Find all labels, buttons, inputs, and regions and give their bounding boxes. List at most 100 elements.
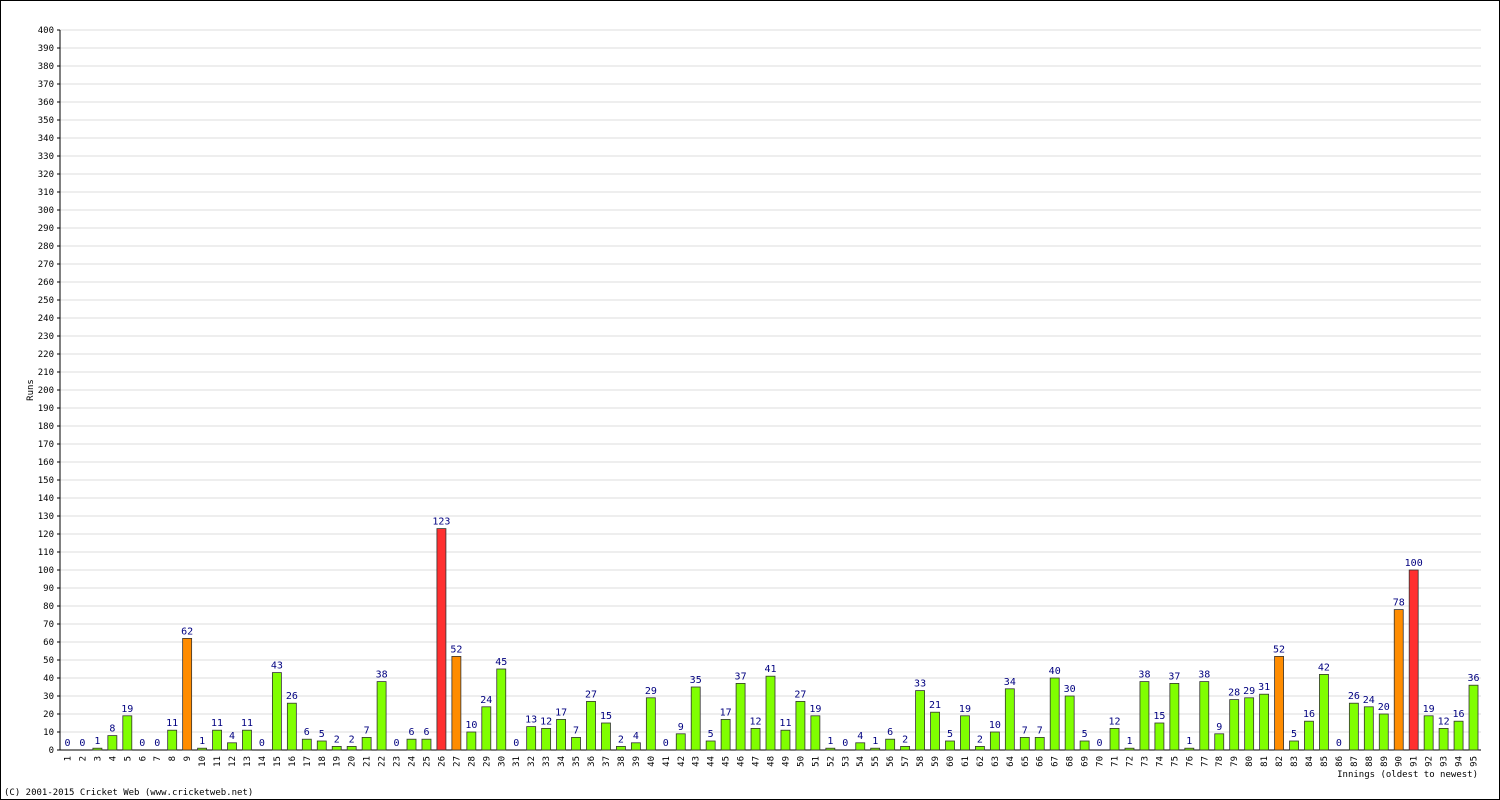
x-tick-label: 13 xyxy=(243,756,253,767)
value-label: 29 xyxy=(1243,686,1255,697)
y-tick-label: 80 xyxy=(43,602,54,612)
x-tick-label: 23 xyxy=(393,756,403,767)
y-tick-label: 130 xyxy=(38,512,54,522)
bar xyxy=(316,740,327,751)
value-label: 5 xyxy=(1291,729,1297,740)
y-tick-label: 310 xyxy=(38,188,54,198)
y-axis-title: Runs xyxy=(26,379,36,401)
value-label: 4 xyxy=(633,731,639,742)
value-label: 0 xyxy=(64,738,70,749)
value-label: 17 xyxy=(720,707,732,718)
y-tick-label: 350 xyxy=(38,116,54,126)
x-tick-label: 56 xyxy=(886,756,896,767)
value-label: 6 xyxy=(423,727,429,738)
value-label: 15 xyxy=(1153,711,1165,722)
bar xyxy=(107,735,118,751)
y-tick-label: 50 xyxy=(43,656,54,666)
value-label: 10 xyxy=(465,720,477,731)
value-label: 30 xyxy=(1064,684,1076,695)
value-label: 36 xyxy=(1467,673,1479,684)
value-label: 52 xyxy=(1273,644,1285,655)
bar xyxy=(242,729,252,751)
value-label: 0 xyxy=(1097,738,1103,749)
y-tick-label: 330 xyxy=(38,152,54,162)
y-tick-label: 110 xyxy=(38,548,54,558)
x-tick-label: 63 xyxy=(991,756,1001,767)
value-label: 31 xyxy=(1258,682,1270,693)
x-tick-label: 80 xyxy=(1245,756,1255,767)
y-tick-label: 370 xyxy=(38,80,54,90)
bar xyxy=(1423,715,1434,751)
value-label: 1 xyxy=(199,736,205,747)
bar xyxy=(496,668,507,751)
x-tick-label: 83 xyxy=(1290,756,1300,767)
y-tick-label: 260 xyxy=(38,278,54,288)
bar xyxy=(705,740,716,751)
x-tick-label: 24 xyxy=(408,756,418,767)
value-label: 19 xyxy=(959,704,971,715)
value-label: 2 xyxy=(349,734,355,745)
x-tick-label: 94 xyxy=(1455,756,1465,767)
bar xyxy=(92,747,103,751)
bar xyxy=(197,747,208,751)
x-tick-label: 31 xyxy=(512,756,522,767)
x-tick-label: 34 xyxy=(557,756,567,767)
x-tick-label: 47 xyxy=(752,756,762,767)
y-tick-label: 70 xyxy=(43,620,54,630)
bar xyxy=(1304,720,1314,751)
x-tick-label: 39 xyxy=(632,756,642,767)
value-label: 12 xyxy=(1109,716,1121,727)
bar xyxy=(526,726,537,751)
x-tick-label: 69 xyxy=(1081,756,1091,767)
value-label: 19 xyxy=(1423,704,1435,715)
x-tick-label: 41 xyxy=(662,756,672,767)
y-tick-label: 90 xyxy=(43,584,54,594)
bar xyxy=(212,729,222,751)
x-tick-label: 51 xyxy=(811,756,821,767)
x-axis-title: Innings (oldest to newest) xyxy=(1337,770,1478,780)
x-tick-label: 50 xyxy=(796,756,806,767)
x-tick-label: 74 xyxy=(1155,756,1165,767)
value-label: 27 xyxy=(585,689,597,700)
bar xyxy=(1363,706,1374,751)
y-tick-label: 40 xyxy=(43,674,54,684)
x-tick-label: 37 xyxy=(602,756,612,767)
y-tick-label: 30 xyxy=(43,692,54,702)
bar xyxy=(1408,569,1419,751)
bar xyxy=(1034,737,1045,751)
x-tick-label: 11 xyxy=(213,756,223,767)
y-tick-label: 200 xyxy=(38,386,54,396)
value-label: 2 xyxy=(618,734,624,745)
bar xyxy=(1378,713,1389,751)
x-tick-label: 10 xyxy=(198,756,208,767)
x-tick-label: 71 xyxy=(1111,756,1121,767)
value-label: 34 xyxy=(1004,677,1016,688)
x-tick-label: 27 xyxy=(452,756,462,767)
value-label: 37 xyxy=(735,671,747,682)
value-label: 7 xyxy=(573,725,579,736)
value-label: 15 xyxy=(600,711,612,722)
value-label: 16 xyxy=(1453,709,1465,720)
x-tick-label: 85 xyxy=(1320,756,1330,767)
x-tick-label: 68 xyxy=(1066,756,1076,767)
value-label: 1 xyxy=(827,736,833,747)
x-tick-label: 19 xyxy=(333,756,343,767)
value-label: 37 xyxy=(1168,671,1180,682)
y-tick-label: 170 xyxy=(38,440,54,450)
bar xyxy=(1019,737,1030,751)
x-tick-label: 53 xyxy=(841,756,851,767)
bar xyxy=(1004,688,1015,751)
bar xyxy=(286,702,297,751)
bar xyxy=(421,738,432,751)
x-tick-label: 77 xyxy=(1200,756,1210,767)
value-label: 38 xyxy=(1198,670,1210,681)
value-label: 9 xyxy=(1216,722,1222,733)
value-label: 11 xyxy=(779,718,791,729)
x-tick-label: 79 xyxy=(1230,756,1240,767)
x-tick-label: 2 xyxy=(78,756,88,761)
y-tick-label: 160 xyxy=(38,458,54,468)
x-tick-label: 60 xyxy=(946,756,956,767)
value-label: 27 xyxy=(794,689,806,700)
